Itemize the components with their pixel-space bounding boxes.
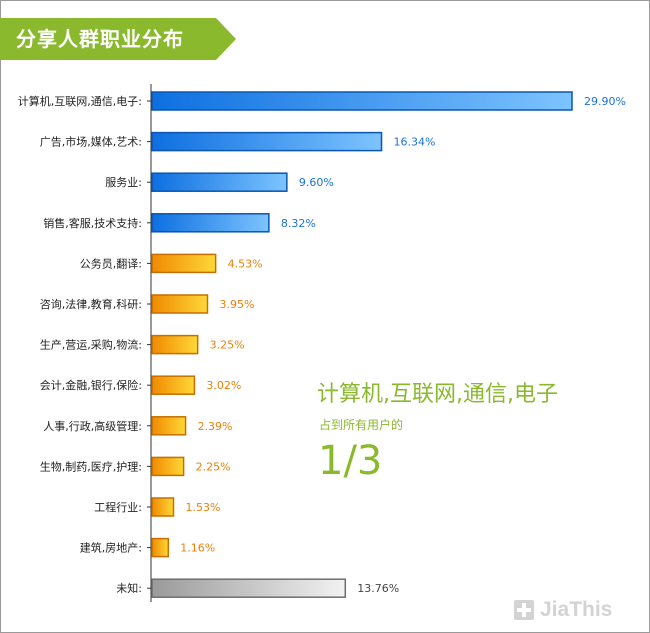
category-label: 人事,行政,高级管理: <box>43 419 142 433</box>
value-label: 3.25% <box>210 339 245 352</box>
category-label: 建筑,房地产: <box>80 541 142 555</box>
value-label: 2.25% <box>196 460 231 473</box>
value-label: 3.95% <box>219 298 254 311</box>
bar <box>151 91 573 111</box>
header-banner <box>0 18 236 60</box>
category-label: 公务员,翻译: <box>80 256 142 270</box>
value-label: 2.39% <box>198 420 233 433</box>
bar <box>151 578 347 598</box>
callout-subtitle: 占到所有用户的 <box>319 418 404 432</box>
plus-icon <box>514 600 534 620</box>
category-label: 生产,营运,采购,物流: <box>40 338 142 352</box>
callout-headline: 计算机,互联网,通信,电子 <box>317 382 558 407</box>
brand-name: JiaThis <box>540 598 613 621</box>
chart-title: 分享人群职业分布 <box>16 27 184 51</box>
bar <box>151 294 209 314</box>
category-label: 会计,金融,银行,保险: <box>40 378 142 392</box>
category-label: 计算机,互联网,通信,电子: <box>18 94 142 108</box>
bar <box>151 497 175 517</box>
category-label: 服务业: <box>105 176 142 189</box>
value-label: 9.60% <box>299 176 334 189</box>
brand-logo: JiaThis <box>514 598 612 622</box>
value-label: 4.53% <box>228 257 263 270</box>
value-label: 16.34% <box>394 136 436 149</box>
category-label: 未知: <box>116 581 142 595</box>
bar <box>151 375 196 395</box>
bar <box>151 131 383 152</box>
value-label: 29.90% <box>584 95 626 108</box>
value-label: 3.02% <box>206 379 241 392</box>
category-label: 生物,制药,医疗,护理: <box>40 459 142 473</box>
callout-fraction: 1/3 <box>318 438 383 484</box>
category-label: 咨询,法律,教育,科研: <box>40 297 142 311</box>
category-label: 广告,市场,媒体,艺术: <box>40 135 142 149</box>
bar <box>151 456 185 477</box>
value-label: 8.32% <box>281 217 316 230</box>
value-label: 13.76% <box>357 582 399 595</box>
category-label: 销售,客服,技术支持: <box>43 216 142 230</box>
bar <box>151 213 270 233</box>
value-label: 1.53% <box>185 501 220 514</box>
bar <box>151 253 217 274</box>
bar <box>151 172 288 192</box>
bar <box>151 416 187 436</box>
bar <box>151 334 199 355</box>
bar <box>151 537 170 558</box>
value-label: 1.16% <box>180 542 215 555</box>
category-label: 工程行业: <box>94 501 142 514</box>
